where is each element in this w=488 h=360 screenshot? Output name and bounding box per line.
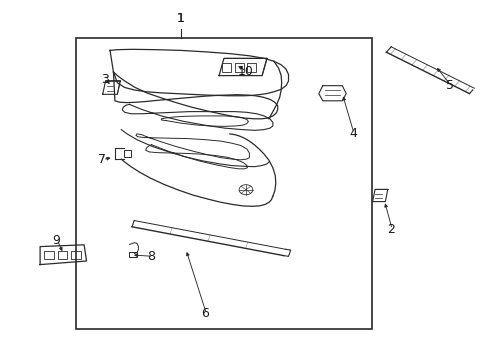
Text: 2: 2 xyxy=(386,223,394,236)
Text: 4: 4 xyxy=(348,127,356,140)
Bar xyxy=(128,252,137,257)
Bar xyxy=(222,63,230,72)
Bar xyxy=(58,251,67,259)
Text: 5: 5 xyxy=(445,79,453,92)
Text: 8: 8 xyxy=(147,250,155,263)
Text: 10: 10 xyxy=(237,65,253,78)
Text: 1: 1 xyxy=(177,12,184,25)
Bar xyxy=(71,251,81,259)
Bar xyxy=(234,63,243,72)
Bar xyxy=(76,38,371,329)
Bar xyxy=(247,63,256,72)
Text: 1: 1 xyxy=(177,12,184,25)
Text: 6: 6 xyxy=(201,307,209,320)
Text: 9: 9 xyxy=(52,234,60,247)
Text: 3: 3 xyxy=(101,73,109,86)
Bar xyxy=(44,251,54,259)
Text: 7: 7 xyxy=(98,153,105,166)
Bar xyxy=(123,150,131,157)
